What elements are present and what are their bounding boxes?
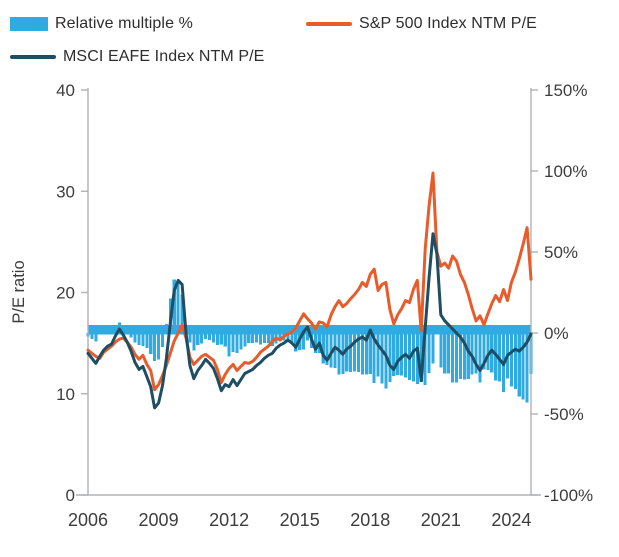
- legend-item-relative-multiple: Relative multiple %: [10, 15, 193, 33]
- left-axis-tick-label: 20: [56, 284, 75, 303]
- right-axis-tick-label: 150%: [544, 81, 587, 100]
- legend-label-msci-eafe: MSCI EAFE Index NTM P/E: [63, 48, 265, 65]
- x-axis-tick-label: 2021: [421, 510, 461, 530]
- x-axis-tick-label: 2009: [139, 510, 179, 530]
- legend-label-sp500: S&P 500 Index NTM P/E: [359, 15, 537, 32]
- left-axis-tick-label: 40: [56, 81, 75, 100]
- x-axis-tick-label: 2006: [68, 510, 108, 530]
- legend-label-relative-multiple: Relative multiple %: [55, 15, 193, 32]
- x-axis-tick-label: 2024: [491, 510, 531, 530]
- relative-multiple-swatch-icon: [10, 17, 48, 31]
- legend-item-sp500: S&P 500 Index NTM P/E: [306, 15, 537, 33]
- sp500-line-swatch-icon: [306, 22, 352, 26]
- right-axis-tick-label: 100%: [544, 162, 587, 181]
- left-axis-tick-label: 10: [56, 385, 75, 404]
- msci-eafe-line: [86, 232, 533, 410]
- x-axis-tick-label: 2018: [350, 510, 390, 530]
- x-axis-tick-label: 2015: [280, 510, 320, 530]
- y-axis-title: P/E ratio: [10, 260, 28, 323]
- right-axis-tick-label: 50%: [544, 243, 578, 262]
- right-axis-tick-label: 0%: [544, 324, 569, 343]
- tick-labels: 0 10 20 30 40 -100% -50% 0% 50% 100% 150% 2006 2009 2…: [56, 81, 593, 530]
- axes: [76, 88, 541, 496]
- right-axis-tick-label: -50%: [544, 405, 584, 424]
- x-axis-tick-label: 2012: [209, 510, 249, 530]
- legend-item-msci-eafe: MSCI EAFE Index NTM P/E: [10, 48, 264, 66]
- sp500-line: [86, 171, 533, 392]
- left-axis-tick-label: 30: [56, 182, 75, 201]
- left-axis-tick-label: 0: [66, 486, 75, 505]
- right-axis-tick-label: -100%: [544, 486, 593, 505]
- msci-eafe-line-swatch-icon: [10, 55, 56, 59]
